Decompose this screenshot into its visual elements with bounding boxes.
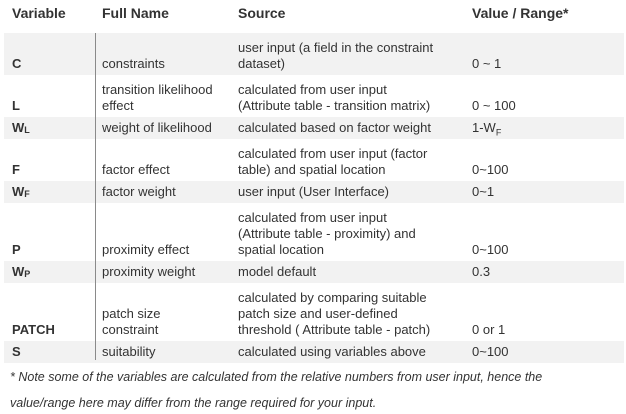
- variable-symbol: WP: [12, 264, 31, 279]
- value-range-cell: 1-WF: [472, 120, 502, 138]
- full-name-cell: constraints: [102, 56, 165, 71]
- source-cell: model default: [238, 264, 317, 279]
- value-range-cell: 0~100: [472, 242, 509, 257]
- footnote-line-1: * Note some of the variables are calcula…: [10, 370, 543, 384]
- full-name-cell: factor effect: [102, 162, 170, 177]
- source-cell: calculated using variables above: [238, 344, 426, 359]
- column-divider: [95, 33, 96, 360]
- variable-symbol: WL: [12, 120, 30, 135]
- table-row: WL weight of likelihood calculated based o…: [4, 117, 624, 139]
- value-range-cell: 0.3: [472, 264, 491, 279]
- header-value-range: Value / Range*: [472, 5, 569, 21]
- variable-symbol: L: [12, 98, 20, 113]
- variable-symbol: PATCH: [12, 322, 55, 337]
- full-name-cell: factor weight: [102, 184, 176, 199]
- source-cell: calculated from user input (factor table)…: [238, 146, 428, 177]
- full-name-cell: suitability: [102, 344, 156, 359]
- value-range-cell: 0~100: [472, 344, 509, 359]
- full-name-cell: patch size constraint: [102, 306, 161, 337]
- header-variable: Variable: [12, 5, 66, 21]
- footnote-line-2: value/range here may differ from the ran…: [10, 396, 377, 410]
- source-cell: calculated based on factor weight: [238, 120, 431, 135]
- variable-symbol: S: [12, 344, 21, 359]
- table-row: PATCH patch size constraint calculated by c…: [4, 283, 624, 341]
- header-source: Source: [238, 5, 286, 21]
- source-cell: calculated from user input (Attribute tab…: [238, 82, 431, 113]
- source-cell: user input (User Interface): [238, 184, 390, 199]
- value-range-cell: 0 ~ 100: [472, 98, 516, 113]
- variable-symbol: C: [12, 56, 22, 71]
- value-range-cell: 0~100: [472, 162, 509, 177]
- header-full-name: Full Name: [102, 5, 169, 21]
- source-cell: calculated by comparing suitable patch si…: [238, 290, 431, 337]
- full-name-cell: proximity weight: [102, 264, 196, 279]
- value-range-cell: 0 ~ 1: [472, 56, 502, 71]
- value-range-cell: 0~1: [472, 184, 495, 199]
- value-range-cell: 0 or 1: [472, 322, 506, 337]
- table-header: Variable Full Name Source Value / Range*: [0, 0, 626, 33]
- source-cell: calculated from user input (Attribute tab…: [238, 210, 416, 257]
- variable-symbol: WF: [12, 184, 30, 199]
- variable-symbol: F: [12, 162, 20, 177]
- full-name-cell: weight of likelihood: [102, 120, 212, 135]
- full-name-cell: transition likelihood effect: [102, 82, 213, 113]
- table-row: WP proximity weight model default 0.3: [4, 261, 624, 283]
- source-cell: user input (a field in the constraint dat…: [238, 40, 434, 71]
- variable-symbol: P: [12, 242, 21, 257]
- table-row: WF factor weight user input (User Interfac…: [4, 181, 624, 203]
- full-name-cell: proximity effect: [102, 242, 190, 257]
